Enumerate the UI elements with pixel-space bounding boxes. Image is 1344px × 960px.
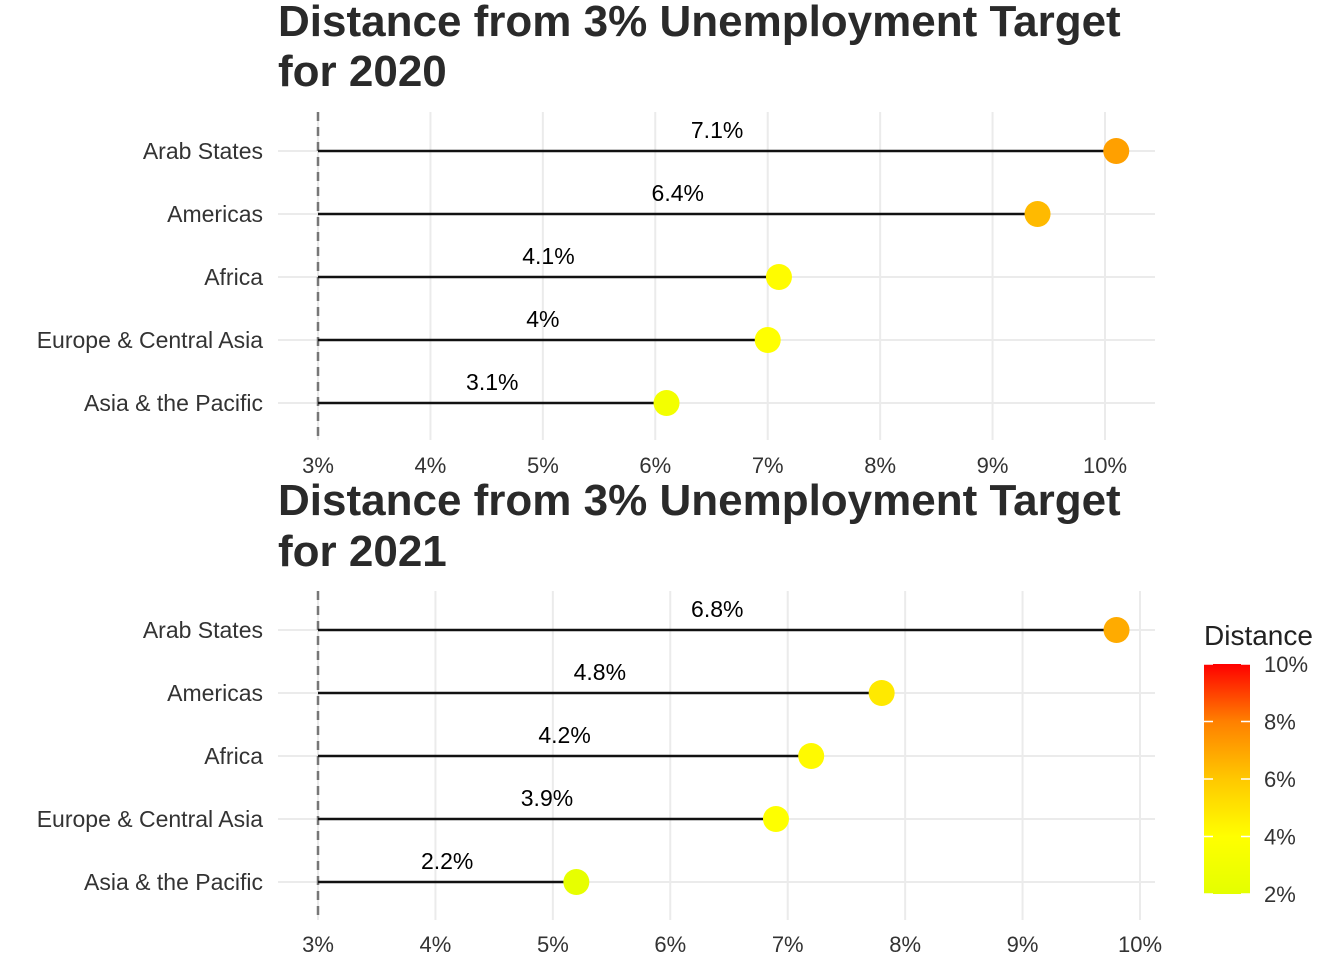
x-tick-label: 5% xyxy=(527,453,559,478)
chart-panel-1: Distance from 3% Unemployment Targetfor … xyxy=(37,0,1155,478)
chart-title-line: for 2020 xyxy=(278,47,447,96)
x-tick-label: 6% xyxy=(639,453,671,478)
lollipop-point xyxy=(798,743,825,769)
x-tick-label: 9% xyxy=(977,453,1009,478)
data-label: 2.2% xyxy=(421,848,473,874)
data-label: 4.1% xyxy=(522,243,574,269)
lollipop-point xyxy=(653,390,680,416)
x-tick-label: 9% xyxy=(1007,932,1039,957)
data-label: 6.4% xyxy=(652,180,704,206)
category-label: Europe & Central Asia xyxy=(37,327,264,353)
chart-title-line: Distance from 3% Unemployment Target xyxy=(278,476,1121,525)
data-label: 7.1% xyxy=(691,117,743,143)
category-label: Asia & the Pacific xyxy=(84,390,263,416)
data-label: 4% xyxy=(526,306,559,332)
category-label: Arab States xyxy=(143,138,263,164)
data-label: 4.8% xyxy=(574,659,626,685)
x-tick-label: 8% xyxy=(889,932,921,957)
legend-tick-label: 4% xyxy=(1264,825,1296,850)
category-label: Asia & the Pacific xyxy=(84,869,263,895)
data-label: 6.8% xyxy=(691,596,743,622)
chart-title-line: Distance from 3% Unemployment Target xyxy=(278,0,1121,46)
chart-title-line: for 2021 xyxy=(278,527,447,576)
lollipop-point xyxy=(754,327,781,353)
x-tick-label: 8% xyxy=(864,453,896,478)
x-tick-label: 10% xyxy=(1118,932,1162,957)
legend-tick-label: 6% xyxy=(1264,767,1296,792)
lollipop-point xyxy=(765,264,792,290)
lollipop-point xyxy=(762,806,789,832)
legend-tick-label: 2% xyxy=(1264,882,1296,907)
x-tick-label: 10% xyxy=(1083,453,1127,478)
category-label: Americas xyxy=(167,201,263,227)
category-label: Arab States xyxy=(143,617,263,643)
lollipop-point xyxy=(868,680,895,706)
x-tick-label: 4% xyxy=(420,932,452,957)
data-label: 3.1% xyxy=(466,369,518,395)
x-tick-label: 7% xyxy=(772,932,804,957)
x-tick-label: 3% xyxy=(302,453,334,478)
legend-title: Distance xyxy=(1204,620,1313,651)
x-tick-label: 6% xyxy=(654,932,686,957)
legend-tick-label: 10% xyxy=(1264,652,1308,677)
chart-panel-2: Distance from 3% Unemployment Targetfor … xyxy=(37,476,1162,957)
lollipop-point xyxy=(1103,138,1130,164)
data-label: 3.9% xyxy=(521,785,573,811)
x-tick-label: 7% xyxy=(752,453,784,478)
category-label: Africa xyxy=(204,264,263,290)
lollipop-point xyxy=(1103,617,1130,643)
data-label: 4.2% xyxy=(538,722,590,748)
x-tick-label: 3% xyxy=(302,932,334,957)
x-tick-label: 5% xyxy=(537,932,569,957)
category-label: Europe & Central Asia xyxy=(37,806,264,832)
category-label: Africa xyxy=(204,743,263,769)
category-label: Americas xyxy=(167,680,263,706)
x-tick-label: 4% xyxy=(415,453,447,478)
legend-tick-label: 8% xyxy=(1264,710,1296,735)
lollipop-point xyxy=(563,869,590,895)
lollipop-point xyxy=(1024,201,1051,227)
